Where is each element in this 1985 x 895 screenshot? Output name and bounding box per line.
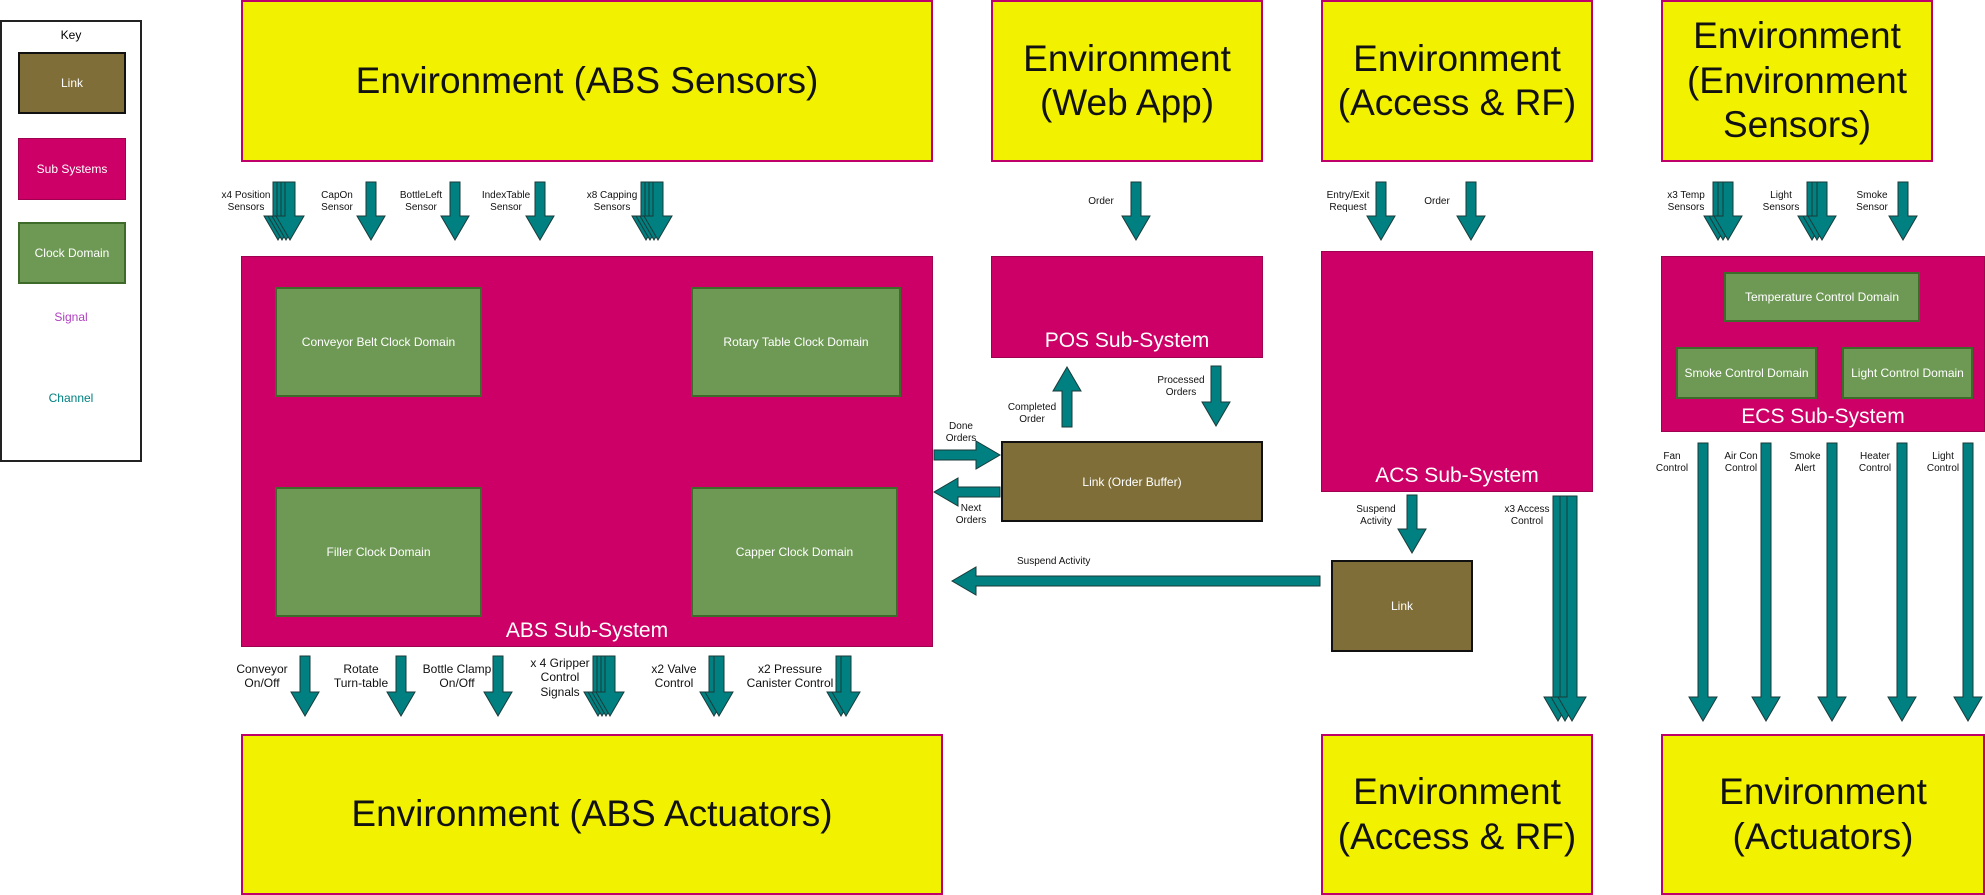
key-channel-label: Channel	[48, 391, 94, 405]
abs-input-label: x8 Capping Sensors	[586, 190, 638, 213]
ecs-smoke-output-arrow	[1817, 442, 1847, 722]
ecs-output-label: Air Con Control	[1724, 451, 1758, 474]
ecs-light-input-arrow	[1797, 181, 1837, 241]
next-orders-label: Next Orders	[955, 503, 987, 526]
processed-orders-label: Processed Orders	[1157, 375, 1205, 398]
abs-output-label: x 4 Gripper Control Signals	[530, 656, 590, 699]
acs-suspend-arrow	[1397, 494, 1427, 554]
acs-entry-arrow	[1366, 181, 1396, 241]
env-access-rf-top: Environment (Access & RF)	[1321, 0, 1593, 162]
abs-output-label: Rotate Turn-table	[333, 662, 389, 691]
abs-output-label: x2 Pressure Canister Control	[746, 662, 834, 691]
acs-link: Link	[1331, 560, 1473, 652]
processed-orders-arrow	[1201, 365, 1231, 427]
acs-subsystem-title: ACS Sub-System	[1375, 464, 1539, 487]
pos-subsystem: POS Sub-System	[991, 256, 1263, 358]
key-clock-swatch: Clock Domain	[18, 222, 126, 284]
abs-input-arrow-capon	[356, 181, 386, 241]
completed-order-arrow	[1052, 366, 1082, 428]
key-signal-label: Signal	[54, 310, 88, 324]
ecs-output-label: Heater Control	[1858, 451, 1892, 474]
next-orders-arrow	[933, 477, 1001, 507]
acs-order-label: Order	[1424, 196, 1450, 207]
abs-input-arrow-bottleleft	[440, 181, 470, 241]
abs-output-label: x2 Valve Control	[651, 662, 697, 691]
conveyor-clock-domain: Conveyor Belt Clock Domain	[275, 287, 482, 397]
ecs-output-label: Smoke Alert	[1789, 451, 1821, 474]
pos-subsystem-title: POS Sub-System	[1044, 329, 1210, 352]
abs-input-arrow-position	[263, 181, 305, 241]
abs-input-label: IndexTable Sensor	[481, 190, 531, 213]
abs-input-arrow-indextable	[525, 181, 555, 241]
abs-subsystem: Conveyor Belt Clock Domain Rotary Table …	[241, 256, 933, 647]
acs-access-control-label: x3 Access Control	[1504, 504, 1550, 527]
abs-output-arrow-conveyor	[290, 655, 320, 717]
key-legend: Key Link Sub Systems Clock Domain Signal…	[0, 20, 142, 462]
ecs-input-label: x3 Temp Sensors	[1667, 190, 1705, 213]
abs-input-arrow-capping	[631, 181, 673, 241]
key-subsystem-swatch: Sub Systems	[18, 138, 126, 200]
abs-output-arrow-gripper	[583, 655, 625, 717]
ecs-aircon-output-arrow	[1751, 442, 1781, 722]
acs-suspend-label: Suspend Activity	[1356, 504, 1396, 527]
abs-input-label: CapOn Sensor	[321, 190, 353, 213]
ecs-input-label: Light Sensors	[1762, 190, 1800, 213]
abs-output-arrow-valve	[699, 655, 734, 717]
done-orders-label: Done Orders	[945, 421, 977, 444]
ecs-subsystem: Temperature Control Domain Smoke Control…	[1661, 256, 1985, 432]
ecs-temp-input-arrow	[1703, 181, 1743, 241]
completed-order-label: Completed Order	[1007, 402, 1057, 425]
filler-clock-domain: Filler Clock Domain	[275, 487, 482, 617]
ecs-heater-output-arrow	[1887, 442, 1917, 722]
smoke-control-domain: Smoke Control Domain	[1676, 347, 1817, 399]
key-link-swatch: Link	[18, 52, 126, 114]
env-abs-actuators: Environment (ABS Actuators)	[241, 734, 943, 895]
env-environment-sensors: Environment (Environment Sensors)	[1661, 0, 1933, 162]
ecs-fan-output-arrow	[1688, 442, 1718, 722]
done-orders-arrow	[933, 440, 1001, 470]
ecs-light-output-arrow	[1953, 442, 1983, 722]
ecs-output-label: Light Control	[1926, 451, 1960, 474]
abs-output-label: Conveyor On/Off	[236, 662, 288, 691]
env-access-rf-bottom: Environment (Access & RF)	[1321, 734, 1593, 895]
ecs-subsystem-title: ECS Sub-System	[1741, 405, 1905, 428]
suspend-activity-arrow	[951, 566, 1321, 596]
acs-order-arrow	[1456, 181, 1486, 241]
env-actuators: Environment (Actuators)	[1661, 734, 1985, 895]
ecs-smoke-input-arrow	[1888, 181, 1918, 241]
pos-order-label: Order	[1088, 196, 1114, 207]
rotary-clock-domain: Rotary Table Clock Domain	[691, 287, 901, 397]
abs-input-label: x4 Position Sensors	[221, 190, 271, 213]
abs-subsystem-title: ABS Sub-System	[505, 619, 669, 642]
capper-clock-domain: Capper Clock Domain	[691, 487, 898, 617]
pos-order-arrow	[1121, 181, 1151, 241]
ecs-input-label: Smoke Sensor	[1856, 190, 1888, 213]
abs-input-label: BottleLeft Sensor	[399, 190, 443, 213]
suspend-activity-label: Suspend Activity	[1017, 556, 1091, 567]
env-web-app: Environment (Web App)	[991, 0, 1263, 162]
abs-output-label: Bottle Clamp On/Off	[422, 662, 492, 691]
acs-entry-label: Entry/Exit Request	[1326, 190, 1370, 213]
acs-access-control-arrow	[1543, 495, 1587, 722]
light-control-domain: Light Control Domain	[1842, 347, 1973, 399]
env-abs-sensors: Environment (ABS Sensors)	[241, 0, 933, 162]
abs-output-arrow-rotate	[386, 655, 416, 717]
temperature-control-domain: Temperature Control Domain	[1724, 272, 1920, 322]
ecs-output-label: Fan Control	[1655, 451, 1689, 474]
abs-output-arrow-clamp	[483, 655, 513, 717]
abs-output-arrow-pressure	[826, 655, 861, 717]
key-title: Key	[60, 28, 82, 42]
link-order-buffer: Link (Order Buffer)	[1001, 441, 1263, 522]
acs-subsystem: ACS Sub-System	[1321, 251, 1593, 492]
